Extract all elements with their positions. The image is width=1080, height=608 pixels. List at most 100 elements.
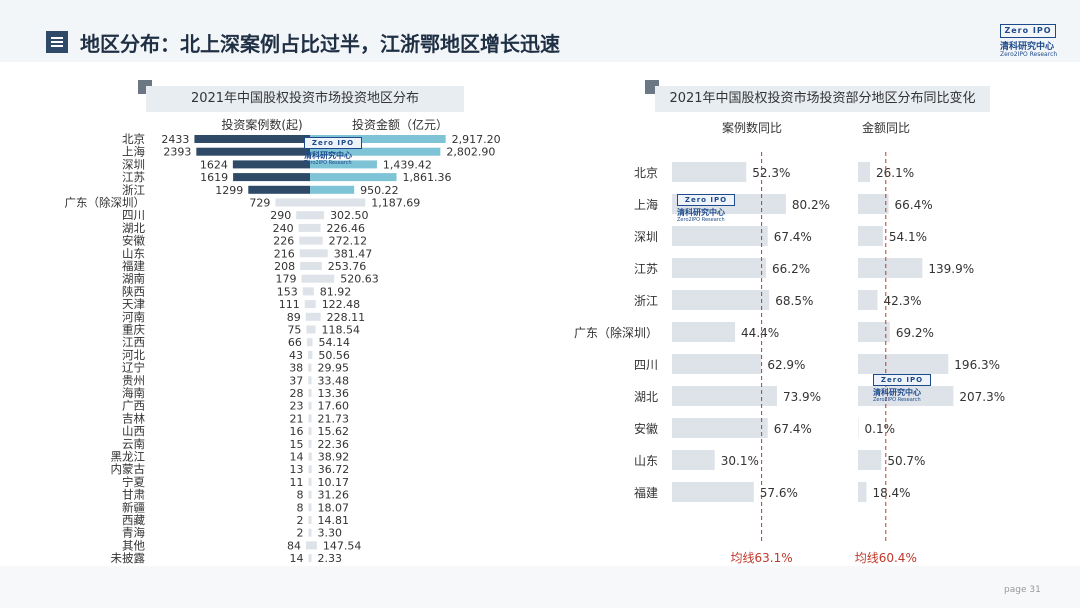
category-label: 四川 <box>634 358 658 372</box>
cases-yoy-bar <box>672 386 777 406</box>
cases-average-label: 均线63.1% <box>731 551 793 565</box>
amount-yoy-label: 26.1% <box>876 166 914 180</box>
category-label: 北京 <box>122 132 145 146</box>
menu-icon[interactable] <box>46 31 68 53</box>
cases-value-label: 1624 <box>200 158 228 171</box>
cases-bar <box>299 249 310 258</box>
cases-value-label: 15 <box>290 438 304 451</box>
category-label: 江西 <box>122 335 145 349</box>
cases-value-label: 38 <box>289 362 303 375</box>
cases-bar <box>308 414 310 423</box>
cases-yoy-label: 62.9% <box>767 358 805 372</box>
cases-bar <box>305 312 310 321</box>
amount-yoy-bar <box>858 258 923 278</box>
category-label: 陕西 <box>122 284 145 298</box>
cases-bar <box>308 490 310 499</box>
category-label: 辽宁 <box>122 361 145 375</box>
category-label: 上海 <box>634 197 658 212</box>
category-label: 贵州 <box>122 373 145 387</box>
category-label: 重庆 <box>122 323 145 337</box>
category-label: 江苏 <box>122 170 145 184</box>
cases-value-label: 14 <box>290 552 304 564</box>
amount-bar <box>310 465 312 474</box>
cases-value-label: 2433 <box>161 133 189 146</box>
cases-value-label: 84 <box>287 539 301 552</box>
amount-value-label: 29.95 <box>318 362 350 375</box>
amount-value-label: 2.33 <box>318 552 343 564</box>
amount-value-label: 36.72 <box>318 463 350 476</box>
cases-bar <box>196 147 310 156</box>
category-label: 山东 <box>122 246 145 260</box>
category-label: 其他 <box>122 538 145 552</box>
amount-value-label: 226.46 <box>327 222 366 235</box>
cases-value-label: 14 <box>290 451 304 464</box>
amount-bar <box>310 350 313 359</box>
amount-value-label: 17.60 <box>318 400 350 413</box>
category-label: 广西 <box>122 399 145 413</box>
amount-bar <box>310 262 322 270</box>
amount-bar <box>310 541 317 550</box>
amount-bar <box>310 223 321 232</box>
cases-value-label: 2393 <box>163 146 191 159</box>
category-label: 广东（除深圳） <box>65 196 146 210</box>
category-label: 深圳 <box>122 157 145 171</box>
amount-yoy-label: 139.9% <box>928 262 974 276</box>
cases-bar <box>299 236 310 245</box>
watermark-cn-text: 清科研究中心 <box>677 208 725 217</box>
amount-yoy-bar <box>858 354 949 374</box>
cases-bar <box>307 350 310 359</box>
amount-yoy-label: 18.4% <box>872 486 910 500</box>
amount-yoy-bar <box>858 226 883 246</box>
category-label: 甘肃 <box>122 488 145 502</box>
cases-bar <box>308 452 310 461</box>
category-label: 广东（除深圳） <box>574 325 658 340</box>
cases-bar <box>296 211 310 220</box>
amount-value-label: 228.11 <box>327 311 366 324</box>
amount-yoy-label: 69.2% <box>896 326 934 340</box>
category-label: 西藏 <box>122 513 145 527</box>
amount-value-label: 302.50 <box>330 209 369 222</box>
logo-cn-text: 清科研究中心 <box>1000 42 1055 52</box>
amount-bar <box>310 439 312 448</box>
cases-bar <box>306 325 310 334</box>
cases-value-label: 13 <box>290 463 304 476</box>
cases-yoy-label: 68.5% <box>775 294 813 308</box>
amount-yoy-label: 66.4% <box>895 198 933 212</box>
cases-bar <box>302 287 310 296</box>
amount-value-label: 18.07 <box>318 501 350 514</box>
cases-bar <box>308 427 310 436</box>
cases-yoy-label: 73.9% <box>783 390 821 404</box>
cases-bar <box>308 516 310 524</box>
cases-yoy-bar <box>672 418 768 438</box>
category-label: 浙江 <box>634 294 658 308</box>
watermark-en-text: Zero2IPO Research <box>873 397 921 403</box>
cases-value-label: 240 <box>273 222 294 235</box>
footer-band <box>0 566 1080 608</box>
category-label: 山东 <box>634 454 658 468</box>
amount-yoy-label: 42.3% <box>883 294 921 308</box>
amount-bar <box>310 325 316 334</box>
category-label: 四川 <box>122 208 145 222</box>
amount-value-label: 33.48 <box>318 374 350 387</box>
page-title: 地区分布：北上深案例占比过半，江浙鄂地区增长迅速 <box>80 32 560 56</box>
category-label: 湖北 <box>634 389 658 404</box>
category-label: 山西 <box>122 424 145 438</box>
watermark-box-text: Zero IPO <box>873 374 931 386</box>
cases-value-label: 2 <box>297 514 304 527</box>
watermark-logo: Zero IPO 清科研究中心 Zero2IPO Research <box>869 372 941 406</box>
amount-value-label: 14.81 <box>318 514 350 527</box>
cases-bar <box>308 554 310 563</box>
cases-bar <box>308 401 310 410</box>
watermark-en-text: Zero2IPO Research <box>304 160 352 166</box>
category-label: 福建 <box>122 259 145 273</box>
cases-bar <box>308 389 310 397</box>
amount-yoy-bar <box>858 290 878 310</box>
amount-value-label: 22.36 <box>318 438 350 451</box>
cases-value-label: 43 <box>289 349 303 362</box>
cases-yoy-bar <box>672 258 767 278</box>
amount-yoy-label: 54.1% <box>889 230 927 244</box>
amount-bar <box>310 147 441 156</box>
cases-bar <box>301 274 310 283</box>
amount-yoy-bar <box>858 386 954 406</box>
amount-yoy-bar <box>858 450 882 470</box>
